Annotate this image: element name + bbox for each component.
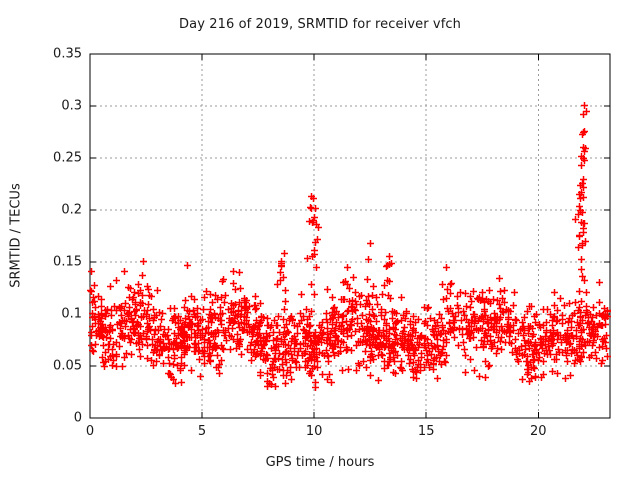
y-tick-label: 0.3 [61, 98, 82, 114]
y-tick-label: 0.1 [61, 306, 82, 322]
scatter-markers [87, 102, 611, 391]
y-tick-label: 0.05 [53, 358, 82, 374]
plot-border [89, 53, 611, 419]
scatter-series-srmtid [87, 102, 611, 391]
page-title: Day 216 of 2019, SRMTID for receiver vfc… [179, 17, 461, 32]
y-tick-label: 0.15 [53, 254, 82, 270]
y-tick-label: 0.25 [53, 150, 82, 166]
y-axis-tick-labels: 0 0.05 0.1 0.15 0.2 0.25 0.3 0.35 [20, 0, 82, 480]
y-tick-label: 0.2 [61, 202, 82, 218]
x-axis-label: GPS time / hours [265, 455, 375, 470]
x-tick-label: 15 [417, 424, 435, 439]
y-axis-label: SRMTID / TECUs [8, 183, 24, 288]
y-tick-label: 0.35 [53, 46, 82, 62]
y-tick-label: 0 [73, 410, 82, 426]
x-tick-label: 0 [85, 424, 95, 439]
x-tick-label: 20 [529, 424, 547, 439]
x-tick-label: 10 [305, 424, 323, 439]
x-tick-label: 5 [197, 424, 207, 439]
